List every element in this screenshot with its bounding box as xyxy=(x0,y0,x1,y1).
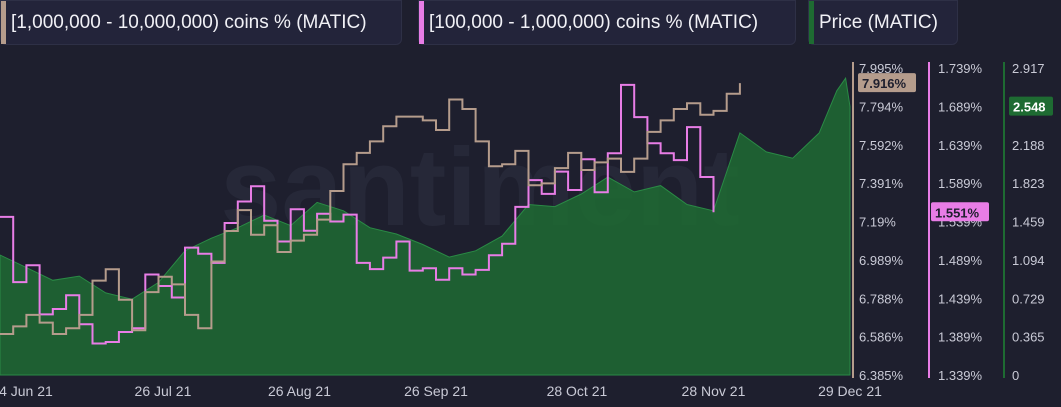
left-current-value-label: 7.916% xyxy=(862,76,907,91)
mid-tick-label: 1.439% xyxy=(938,291,983,306)
right-tick-label: 0.365 xyxy=(1012,330,1045,345)
x-tick-label: 26 Sep 21 xyxy=(404,383,468,399)
left-tick-label: 7.391% xyxy=(859,176,904,191)
legend-item-mid-holders[interactable]: [100,000 - 1,000,000) coins % (MATIC) xyxy=(418,0,796,45)
axes: 7.995% 7.794% 7.592% 7.391% 7.19% 6.989% 6.788… xyxy=(852,61,1053,383)
right-tick-label: 1.823 xyxy=(1012,176,1045,191)
x-tick-label: 28 Nov 21 xyxy=(682,383,746,399)
left-tick-label: 7.19% xyxy=(859,215,896,230)
left-tick-label: 7.794% xyxy=(859,99,904,114)
right-current-value-tag xyxy=(1009,96,1053,116)
mid-tick-label: 1.739% xyxy=(938,61,983,76)
mid-tick-label: 1.689% xyxy=(938,99,983,114)
mid-tick-label: 1.389% xyxy=(938,330,983,345)
mid-holders-line xyxy=(0,83,715,345)
legend-label: [100,000 - 1,000,000) coins % (MATIC) xyxy=(429,11,759,33)
left-tick-label: 6.385% xyxy=(859,368,904,383)
left-current-value-tag xyxy=(858,73,916,93)
legend-label: Price (MATIC) xyxy=(819,11,938,33)
x-tick-label: 26 Jul 21 xyxy=(135,383,192,399)
legend-item-large-holders[interactable]: [1,000,000 - 10,000,000) coins % (MATIC) xyxy=(0,0,402,45)
right-current-value-label: 2.548 xyxy=(1013,100,1046,115)
x-tick-label: 24 Jun 21 xyxy=(0,383,53,399)
x-tick-label: 29 Dec 21 xyxy=(818,383,882,399)
legend: [1,000,000 - 10,000,000) coins % (MATIC)… xyxy=(0,0,1061,47)
mid-current-value-tag xyxy=(931,202,989,222)
left-tick-label: 7.592% xyxy=(859,138,904,153)
large-holders-series xyxy=(0,83,741,335)
large-holders-line xyxy=(0,83,741,335)
x-tick-label: 28 Oct 21 xyxy=(547,383,608,399)
mid-tick-label: 1.589% xyxy=(938,176,983,191)
right-tick-label: 2.188 xyxy=(1012,138,1045,153)
mid-holders-series xyxy=(0,83,715,345)
mid-current-value-label: 1.551% xyxy=(935,205,980,220)
left-tick-label: 6.989% xyxy=(859,253,904,268)
x-axis-ticks: 24 Jun 21 26 Jul 21 26 Aug 21 26 Sep 21 28 O… xyxy=(0,383,882,399)
x-tick-label: 26 Aug 21 xyxy=(268,383,331,399)
price-area xyxy=(0,76,851,376)
price-area-series xyxy=(0,76,851,376)
mid-tick-label: 1.489% xyxy=(938,253,983,268)
right-tick-label: 2.917 xyxy=(1012,61,1045,76)
left-tick-label: 7.995% xyxy=(859,61,904,76)
mid-tick-label: 1.339% xyxy=(938,368,983,383)
legend-color-swatch xyxy=(419,1,424,44)
right-tick-label: 1.094 xyxy=(1012,253,1045,268)
legend-color-swatch xyxy=(809,1,814,44)
left-tick-label: 6.586% xyxy=(859,330,904,345)
right-tick-label: 0.729 xyxy=(1012,291,1045,306)
right-tick-label: 1.459 xyxy=(1012,215,1045,230)
legend-color-swatch xyxy=(1,1,6,44)
legend-item-price[interactable]: Price (MATIC) xyxy=(808,0,958,45)
mid-tick-label: 1.639% xyxy=(938,138,983,153)
left-tick-label: 6.788% xyxy=(859,291,904,306)
right-tick-label: 0 xyxy=(1012,368,1019,383)
legend-label: [1,000,000 - 10,000,000) coins % (MATIC) xyxy=(11,11,367,33)
